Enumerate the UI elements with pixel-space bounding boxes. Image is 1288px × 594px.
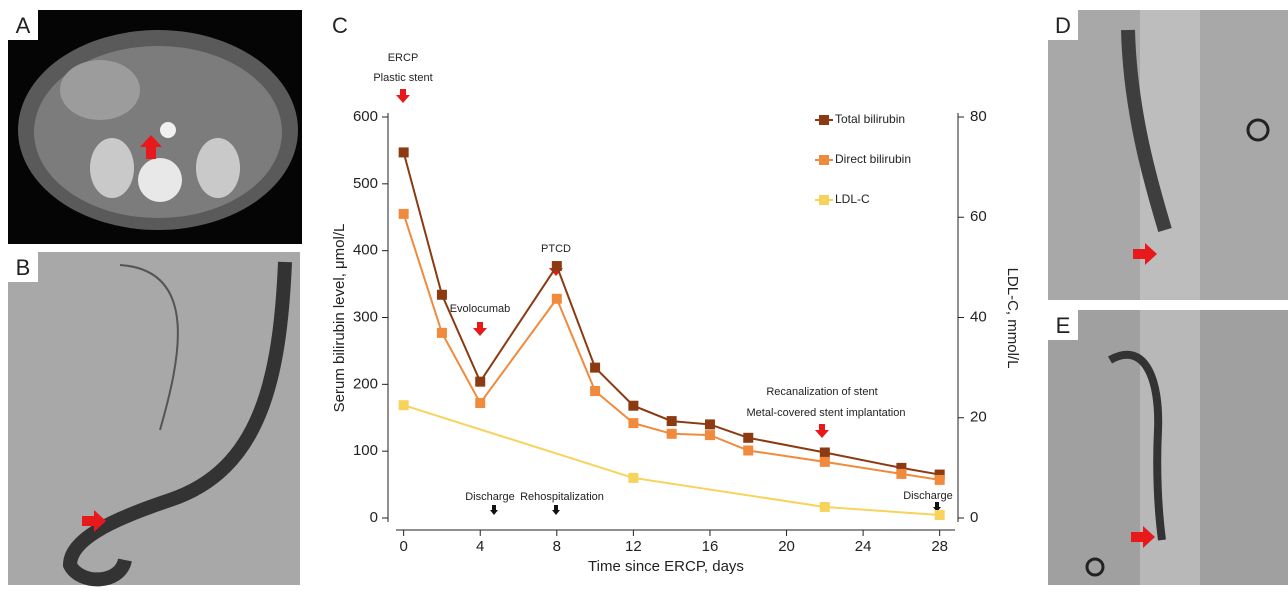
event-arrow	[552, 505, 560, 515]
y2-tick-label: 0	[970, 509, 978, 526]
event-arrow	[473, 322, 487, 336]
annotation: ERCP	[388, 52, 419, 64]
annotation: PTCD	[541, 243, 571, 255]
data-point	[704, 419, 715, 430]
y2-tick-label: 20	[970, 409, 987, 426]
data-point	[628, 418, 639, 429]
data-point	[475, 376, 486, 387]
series-line	[402, 152, 940, 476]
annotation: Recanalization of stent	[766, 386, 877, 398]
x-tick-label: 24	[855, 538, 872, 555]
panel-label: E	[1056, 313, 1071, 338]
data-point	[666, 416, 677, 427]
data-point	[398, 147, 409, 158]
data-point	[436, 289, 447, 300]
x-tick-label: 0	[399, 538, 407, 555]
legend-label: Direct bilirubin	[835, 152, 911, 166]
data-point	[934, 474, 945, 485]
data-point	[551, 261, 562, 272]
annotation: Metal-covered stent implantation	[747, 407, 906, 419]
data-point	[398, 208, 409, 219]
y2-tick-label: 80	[970, 108, 987, 125]
event-arrow	[396, 89, 410, 103]
y-tick-label: 200	[353, 375, 378, 392]
data-point	[704, 430, 715, 441]
y-tick-label: 0	[370, 509, 378, 526]
legend-label: LDL-C	[835, 192, 870, 206]
data-point	[475, 398, 486, 409]
y2-axis-title: LDL-C, mmol/L	[1004, 268, 1021, 369]
y2-tick-label: 60	[970, 208, 987, 225]
x-tick-label: 4	[476, 538, 484, 555]
data-point	[436, 327, 447, 338]
data-point	[590, 362, 601, 373]
data-point	[666, 428, 677, 439]
data-point	[628, 400, 639, 411]
legend-marker	[819, 115, 829, 125]
data-point	[743, 432, 754, 443]
y-axis-title: Serum bilirubin level, μmol/L	[331, 224, 348, 413]
y-tick-label: 500	[353, 175, 378, 192]
annotation: Plastic stent	[373, 72, 432, 84]
y-tick-label: 400	[353, 242, 378, 259]
panel-label: D	[1055, 13, 1071, 38]
data-point	[398, 400, 409, 411]
y-tick-label: 100	[353, 442, 378, 459]
x-tick-label: 16	[702, 538, 719, 555]
data-point	[896, 462, 907, 473]
y2-tick-label: 40	[970, 308, 987, 325]
legend-marker	[819, 195, 829, 205]
data-point	[934, 509, 945, 520]
data-point	[819, 447, 830, 458]
x-tick-label: 20	[778, 538, 795, 555]
annotation: Evolocumab	[450, 303, 511, 315]
y-tick-label: 300	[353, 308, 378, 325]
ct-image	[8, 10, 302, 244]
fluoroscopy-image	[1048, 310, 1288, 585]
x-tick-label: 12	[625, 538, 642, 555]
legend-marker	[819, 155, 829, 165]
series-line	[402, 213, 940, 481]
panel-label: C	[332, 13, 348, 38]
data-point	[819, 501, 830, 512]
data-point	[896, 468, 907, 479]
annotation: Rehospitalization	[520, 491, 604, 503]
x-tick-label: 28	[931, 538, 948, 555]
event-arrow	[490, 505, 498, 515]
event-arrow	[815, 424, 829, 438]
y-tick-label: 600	[353, 108, 378, 125]
annotation: Discharge	[903, 490, 953, 502]
endoscopy-image	[8, 252, 300, 587]
panel-label: B	[16, 255, 31, 280]
annotation: Discharge	[465, 491, 515, 503]
legend-label: Total bilirubin	[835, 112, 905, 126]
series-line	[403, 404, 940, 516]
data-point	[743, 445, 754, 456]
data-point	[934, 469, 945, 480]
data-point	[628, 472, 639, 483]
x-tick-label: 8	[553, 538, 561, 555]
x-axis-title: Time since ERCP, days	[588, 558, 744, 575]
data-point	[819, 456, 830, 467]
panel-label: A	[16, 13, 31, 38]
data-point	[551, 293, 562, 304]
data-point	[590, 386, 601, 397]
fluoroscopy-image	[1048, 10, 1288, 300]
